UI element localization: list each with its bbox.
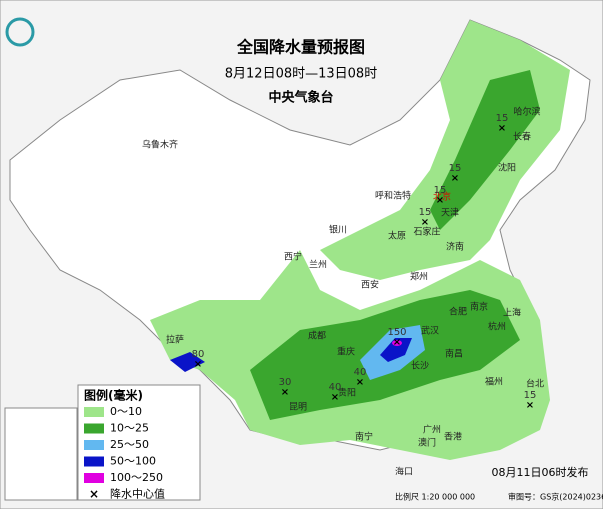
city-label: 拉萨 xyxy=(166,334,184,346)
center-value: 15 xyxy=(419,207,432,218)
inset-map xyxy=(4,407,78,501)
center-value: 15 xyxy=(496,113,509,124)
center-marker: × xyxy=(436,195,444,206)
legend: 0～10 10～25 25～50 50～100 100～250 × 降水中心值 xyxy=(84,405,165,501)
issue-time: 08月11日06时发布 xyxy=(492,465,589,479)
city-label: 合肥 xyxy=(449,306,467,318)
rain-heavy-north xyxy=(430,70,540,230)
city-label: 成都 xyxy=(308,330,326,342)
city-label: 天津 xyxy=(441,208,459,219)
center-marker: × xyxy=(451,173,459,184)
logo xyxy=(5,17,35,47)
center-value: 150 xyxy=(387,327,406,338)
city-label: 澳门 xyxy=(418,437,436,449)
subtitle: 8月12日08时—13日08时 xyxy=(225,67,377,82)
city-label: 西宁 xyxy=(284,251,302,263)
legend-label: 0～10 xyxy=(110,405,142,418)
city-label: 济南 xyxy=(446,241,464,253)
legend-swatch xyxy=(84,473,104,483)
legend-swatch xyxy=(84,456,104,467)
centers: ×15×15×15×15×150×40×40×30×80×15 xyxy=(192,113,537,411)
rain-heavy-storm-area xyxy=(170,352,205,372)
city-label: 哈尔滨 xyxy=(513,106,540,118)
city-label: 兰州 xyxy=(309,259,327,271)
agency: 中央气象台 xyxy=(268,90,333,106)
rain-heavy-storm-area xyxy=(380,338,412,362)
center-value: 40 xyxy=(354,367,367,378)
center-marker: × xyxy=(356,377,364,388)
legend-label: 降水中心值 xyxy=(110,487,165,501)
center-value: 80 xyxy=(192,349,205,360)
city-label: 北京 xyxy=(433,191,451,203)
center-marker: × xyxy=(281,387,289,398)
city-label: 沈阳 xyxy=(498,162,516,174)
city-label: 太原 xyxy=(388,230,406,242)
center-value: 40 xyxy=(329,382,342,393)
city-label: 郑州 xyxy=(410,271,428,283)
legend-symbol: × xyxy=(89,487,99,501)
center-value: 15 xyxy=(524,390,537,401)
city-label: 广州 xyxy=(423,424,441,436)
city-label: 台北 xyxy=(526,378,544,390)
city-label: 上海 xyxy=(503,307,521,319)
legend-title: 图例(毫米) xyxy=(84,388,143,403)
center-value: 30 xyxy=(279,377,292,388)
city-label: 福州 xyxy=(485,376,503,388)
legend-swatch xyxy=(84,440,104,450)
legend-swatch xyxy=(84,407,104,417)
legend-label: 10～25 xyxy=(110,422,149,435)
city-label: 南京 xyxy=(470,301,488,313)
city-label: 南昌 xyxy=(445,348,463,360)
legend-label: 25～50 xyxy=(110,438,149,451)
center-marker: × xyxy=(331,392,339,403)
city-label: 长春 xyxy=(513,131,531,143)
map-number: 审图号：GS京(2024)0236号 xyxy=(508,492,603,502)
city-label: 乌鲁木齐 xyxy=(142,139,178,151)
title: 全国降水量预报图 xyxy=(236,38,365,57)
city-label: 武汉 xyxy=(421,325,439,337)
city-label: 重庆 xyxy=(337,346,355,358)
scale: 比例尺 1:20 000 000 xyxy=(395,492,475,502)
city-label: 香港 xyxy=(444,431,462,443)
city-label: 长沙 xyxy=(411,360,429,372)
city-label: 西安 xyxy=(361,279,379,291)
legend-label: 50～100 xyxy=(110,455,156,468)
center-value: 15 xyxy=(449,163,462,174)
center-marker: × xyxy=(498,123,506,134)
city-label: 杭州 xyxy=(488,321,506,333)
city-label: 昆明 xyxy=(289,402,307,413)
center-value: 15 xyxy=(434,185,447,196)
center-marker: × xyxy=(194,359,202,370)
rain-extreme-area xyxy=(392,340,402,346)
city-label: 石家庄 xyxy=(413,226,440,238)
city-label: 海口 xyxy=(395,466,413,478)
center-marker: × xyxy=(526,400,534,411)
legend-label: 100～250 xyxy=(110,471,163,484)
city-label: 银川 xyxy=(329,224,347,236)
center-marker: × xyxy=(393,337,401,348)
legend-swatch xyxy=(84,423,104,434)
city-label: 贵阳 xyxy=(338,387,356,399)
city-label: 呼和浩特 xyxy=(375,190,411,202)
center-marker: × xyxy=(421,217,429,228)
city-label: 南宁 xyxy=(355,431,373,443)
